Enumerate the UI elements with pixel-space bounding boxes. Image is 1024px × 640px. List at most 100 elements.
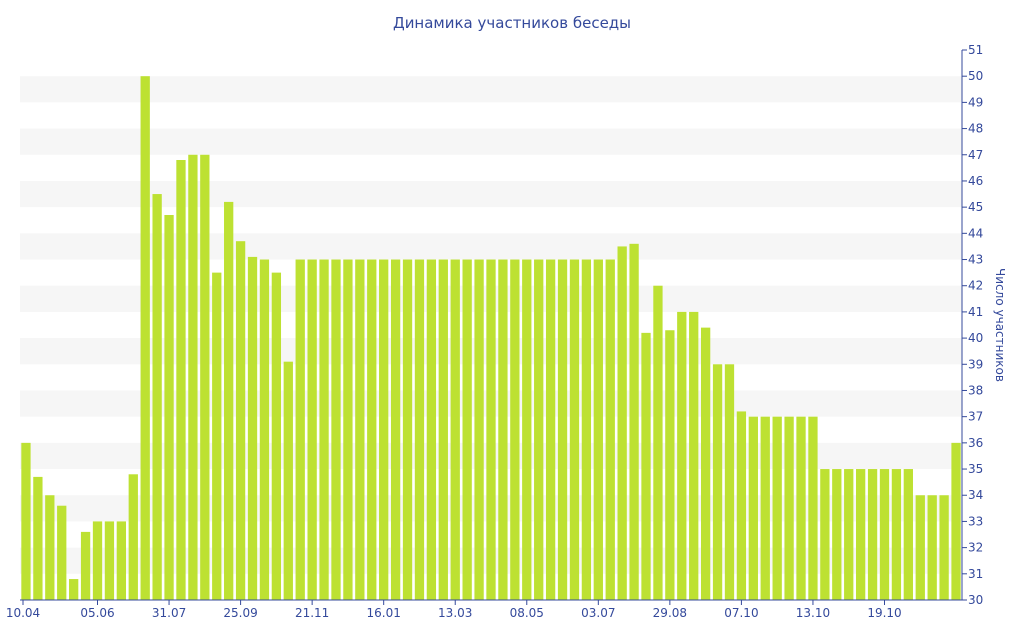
bar	[724, 364, 735, 600]
y-axis-ticks: 30 31 32 33 34 35 36 37 38 39 40 41 42 43 44 45 46 47 48 49…	[961, 43, 983, 607]
bar	[796, 416, 806, 600]
bar	[283, 361, 293, 600]
x-tick-label: 03.07	[581, 606, 615, 620]
x-tick-label: 21.11	[295, 606, 329, 620]
y-tick-label: 47	[968, 148, 983, 162]
y-tick-label: 30	[968, 593, 983, 607]
grid-band	[20, 128, 962, 155]
bar	[235, 241, 246, 600]
bar	[21, 442, 31, 600]
x-tick-label: 25.09	[223, 606, 257, 620]
bar	[891, 469, 902, 600]
bar	[772, 416, 782, 600]
bar	[700, 327, 711, 600]
bar	[903, 469, 913, 600]
bar	[92, 521, 103, 600]
y-axis-label: Число участников	[993, 268, 1007, 382]
bar	[605, 259, 615, 600]
bar	[319, 259, 329, 600]
bar	[104, 521, 115, 600]
bar	[498, 259, 508, 600]
bar	[379, 259, 389, 600]
y-tick-label: 45	[968, 200, 983, 214]
x-tick-label: 19.10	[867, 606, 901, 620]
bar	[128, 474, 138, 600]
bar	[748, 416, 758, 600]
x-axis-ticks: 10.04 05.06 31.07 25.09 21.11 16.01 13.03 08.05…	[6, 599, 962, 620]
bar	[188, 154, 198, 600]
y-tick-label: 50	[968, 69, 983, 83]
bar	[450, 259, 460, 600]
y-tick-label: 38	[968, 383, 983, 397]
bar	[844, 469, 854, 600]
bar	[33, 476, 43, 600]
bar	[712, 364, 723, 600]
x-tick-label: 31.07	[152, 606, 186, 620]
bar	[224, 201, 234, 600]
bar	[760, 416, 770, 600]
bar	[915, 495, 925, 600]
bar	[653, 285, 663, 600]
bar	[569, 259, 580, 600]
bar	[307, 259, 317, 600]
x-tick-label: 08.05	[510, 606, 544, 620]
bar	[856, 469, 866, 600]
x-tick-label: 13.03	[438, 606, 472, 620]
y-tick-label: 40	[968, 331, 983, 345]
y-tick-label: 44	[968, 226, 983, 240]
bar	[736, 411, 747, 600]
bar	[832, 469, 842, 600]
bar	[295, 259, 305, 600]
y-tick-label: 43	[968, 253, 983, 267]
bar	[522, 259, 532, 600]
bar	[331, 259, 341, 600]
y-tick-label: 32	[968, 541, 983, 555]
bar	[355, 259, 365, 600]
x-tick-label: 16.01	[367, 606, 401, 620]
bar	[259, 259, 270, 600]
bar	[212, 272, 222, 600]
bar	[343, 259, 353, 600]
bar	[271, 272, 282, 600]
bar	[784, 416, 794, 600]
bar	[545, 259, 556, 600]
bar	[879, 469, 890, 600]
bar	[867, 469, 878, 600]
y-tick-label: 49	[968, 95, 983, 109]
bar	[438, 259, 448, 600]
bar	[629, 243, 639, 600]
bar	[820, 469, 830, 600]
bar	[581, 259, 592, 600]
y-tick-label: 31	[968, 567, 983, 581]
bar	[927, 495, 937, 600]
bars	[21, 76, 961, 601]
chart-title: Динамика участников беседы	[393, 14, 631, 32]
bar	[247, 256, 258, 600]
grid-band	[20, 76, 962, 103]
y-tick-label: 42	[968, 279, 983, 293]
bar	[69, 579, 79, 600]
bar	[426, 259, 437, 600]
bar	[367, 259, 377, 600]
bar	[486, 259, 496, 600]
bar	[617, 246, 627, 600]
bar	[677, 311, 687, 600]
y-tick-label: 36	[968, 436, 983, 450]
bar	[951, 442, 961, 600]
bar	[641, 332, 651, 600]
bar	[665, 330, 675, 600]
bar	[414, 259, 425, 600]
y-tick-label: 33	[968, 514, 983, 528]
bar	[390, 259, 401, 600]
y-tick-label: 48	[968, 122, 983, 136]
y-tick-label: 41	[968, 305, 983, 319]
x-tick-label: 13.10	[796, 606, 830, 620]
bar	[164, 215, 174, 600]
y-tick-label: 39	[968, 357, 983, 371]
bar	[808, 416, 818, 600]
y-tick-label: 46	[968, 174, 983, 188]
y-tick-label: 34	[968, 488, 983, 502]
bar	[116, 521, 126, 600]
bar	[80, 531, 91, 600]
